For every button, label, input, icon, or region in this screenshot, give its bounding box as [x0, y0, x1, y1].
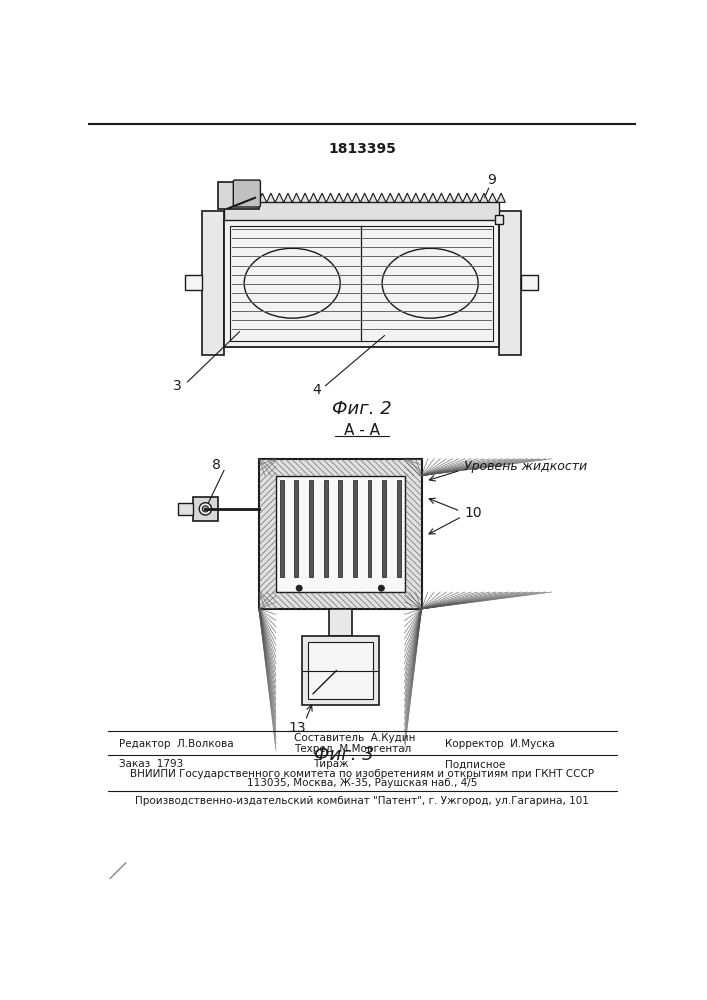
FancyBboxPatch shape — [224, 220, 499, 347]
FancyBboxPatch shape — [177, 503, 193, 515]
Circle shape — [296, 585, 303, 591]
FancyBboxPatch shape — [202, 211, 224, 355]
Circle shape — [378, 585, 385, 591]
FancyBboxPatch shape — [308, 642, 373, 699]
FancyBboxPatch shape — [301, 636, 379, 705]
Text: 4: 4 — [312, 382, 322, 396]
Text: 8: 8 — [212, 458, 221, 472]
Text: Подписное: Подписное — [445, 759, 506, 769]
FancyBboxPatch shape — [324, 480, 327, 577]
Text: 1813395: 1813395 — [328, 142, 396, 156]
Polygon shape — [224, 193, 506, 202]
FancyBboxPatch shape — [353, 480, 357, 577]
Text: А - А: А - А — [344, 423, 380, 438]
FancyBboxPatch shape — [521, 275, 538, 290]
FancyBboxPatch shape — [259, 459, 421, 609]
Text: Тираж: Тираж — [313, 759, 349, 769]
Text: Составитель  А.Кудин: Составитель А.Кудин — [293, 733, 415, 743]
FancyBboxPatch shape — [309, 480, 313, 577]
FancyBboxPatch shape — [280, 480, 284, 577]
Text: Заказ  1793: Заказ 1793 — [119, 759, 184, 769]
FancyBboxPatch shape — [218, 182, 259, 209]
Text: 113035, Москва, Ж-35, Раушская наб., 4/5: 113035, Москва, Ж-35, Раушская наб., 4/5 — [247, 778, 477, 788]
FancyBboxPatch shape — [224, 202, 499, 220]
FancyBboxPatch shape — [499, 211, 521, 355]
Text: ВНИИПИ Государственного комитета по изобретениям и открытиям при ГКНТ СССР: ВНИИПИ Государственного комитета по изоб… — [130, 769, 594, 779]
FancyBboxPatch shape — [329, 609, 352, 636]
Text: Корректор  И.Муска: Корректор И.Муска — [445, 739, 554, 749]
Text: Фиг. 3: Фиг. 3 — [314, 746, 374, 764]
Text: 10: 10 — [464, 506, 482, 520]
FancyBboxPatch shape — [276, 476, 404, 592]
FancyBboxPatch shape — [339, 480, 342, 577]
Text: Фиг. 2: Фиг. 2 — [332, 400, 392, 418]
Circle shape — [199, 503, 211, 515]
Text: Производственно-издательский комбинат "Патент", г. Ужгород, ул.Гагарина, 101: Производственно-издательский комбинат "П… — [135, 796, 589, 806]
Text: Редактор  Л.Волкова: Редактор Л.Волкова — [119, 739, 234, 749]
Text: 3: 3 — [173, 379, 182, 393]
FancyBboxPatch shape — [368, 480, 371, 577]
FancyBboxPatch shape — [193, 497, 218, 521]
Text: 9: 9 — [488, 173, 496, 187]
FancyBboxPatch shape — [397, 480, 401, 577]
FancyBboxPatch shape — [294, 480, 298, 577]
Text: Уровень жидкости: Уровень жидкости — [464, 460, 588, 473]
Text: 13: 13 — [289, 721, 306, 735]
Text: Техред  М.Моргентал: Техред М.Моргентал — [293, 744, 411, 754]
Circle shape — [202, 506, 209, 512]
FancyBboxPatch shape — [185, 275, 202, 290]
FancyBboxPatch shape — [233, 180, 260, 207]
FancyBboxPatch shape — [495, 215, 503, 224]
FancyBboxPatch shape — [382, 480, 386, 577]
